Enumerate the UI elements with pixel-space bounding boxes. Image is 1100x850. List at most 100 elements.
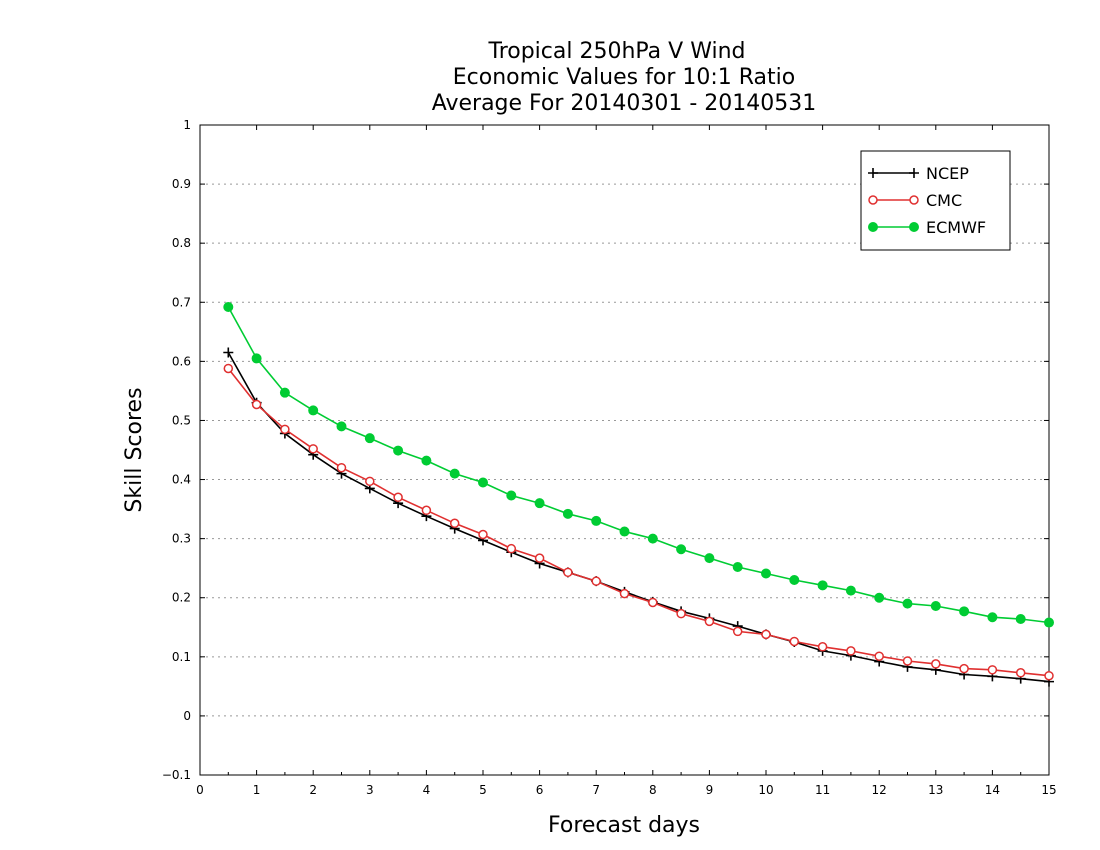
series-line [227, 306, 1050, 624]
data-point [308, 405, 319, 416]
data-point [789, 636, 800, 647]
title-line-3: Average For 20140301 - 20140531 [432, 91, 817, 116]
data-point [676, 544, 687, 555]
y-tick-label: 0.3 [172, 532, 191, 546]
data-point [364, 433, 375, 444]
data-point [478, 529, 488, 540]
data-point [761, 568, 771, 579]
data-point [648, 597, 658, 608]
legend-entry-cmc: CMC [868, 191, 962, 210]
y-axis-label: Skill Scores [122, 387, 147, 512]
data-point [959, 606, 970, 617]
series-layer [223, 302, 1054, 687]
data-point [817, 642, 828, 652]
data-point [817, 580, 828, 591]
data-point [704, 616, 715, 627]
data-point [280, 424, 290, 435]
title-line-1: Tropical 250hPa V Wind [487, 39, 745, 64]
data-point [534, 553, 545, 563]
legend-label: CMC [926, 191, 962, 210]
data-point [959, 663, 969, 674]
x-tick-label: 0 [196, 783, 204, 797]
data-point [562, 508, 573, 519]
data-point [591, 515, 602, 526]
data-point [909, 222, 919, 232]
data-point [365, 476, 375, 487]
x-tick-label: 14 [985, 783, 1000, 797]
x-tick-label: 5 [479, 783, 487, 797]
data-point [1044, 670, 1054, 681]
series-ecmwf [223, 302, 1054, 628]
y-tick-label: 0.1 [172, 650, 191, 664]
x-tick-label: 1 [253, 783, 261, 797]
data-point [902, 656, 913, 666]
x-tick-label: 10 [758, 783, 773, 797]
title-line-2: Economic Values for 10:1 Ratio [453, 65, 795, 90]
data-point [251, 353, 262, 364]
data-point [868, 222, 878, 232]
data-point [874, 651, 884, 661]
x-tick-label: 13 [928, 783, 943, 797]
data-point [223, 347, 234, 358]
legend-label: ECMWF [926, 218, 986, 237]
data-point [732, 626, 743, 637]
gridlines [200, 183, 1049, 717]
y-tick-label: 0.2 [172, 591, 191, 605]
legend-entry-ecmwf: ECMWF [868, 218, 986, 237]
data-point [336, 462, 347, 473]
y-tick-label: 0.7 [172, 295, 191, 309]
data-point [909, 168, 919, 178]
data-point [868, 168, 878, 178]
data-point [845, 585, 856, 596]
data-point [251, 399, 262, 410]
x-tick-label: 11 [815, 783, 830, 797]
data-point [563, 567, 573, 578]
data-point [591, 576, 601, 586]
y-tick-label: 0.6 [172, 354, 191, 368]
legend: NCEP CMC ECMWF [860, 150, 1011, 251]
x-axis-label: Forecast days [548, 813, 700, 838]
x-tick-label: 9 [706, 783, 714, 797]
data-point [619, 588, 630, 599]
series-cmc [223, 363, 1054, 681]
data-point [336, 421, 347, 432]
data-point [393, 492, 403, 503]
data-point [1015, 614, 1026, 624]
data-point [223, 302, 234, 312]
data-point [619, 526, 630, 537]
chart-title: Tropical 250hPa V Wind Economic Values f… [432, 39, 817, 116]
data-point [393, 445, 404, 456]
x-tick-label: 6 [536, 783, 544, 797]
x-tick-label: 2 [309, 783, 317, 797]
legend-label: NCEP [926, 164, 969, 183]
x-tick-label: 7 [592, 783, 600, 797]
x-tick-label: 8 [649, 783, 657, 797]
data-point [449, 468, 460, 479]
data-point [449, 518, 460, 529]
data-point [789, 575, 800, 585]
x-tick-label: 12 [872, 783, 887, 797]
data-point [506, 490, 517, 501]
data-point [704, 553, 715, 564]
data-point [868, 195, 878, 205]
data-point [902, 598, 913, 609]
data-point [909, 195, 919, 205]
y-tick-label: 0.5 [172, 413, 191, 427]
data-point [308, 444, 318, 454]
data-point [1015, 668, 1026, 678]
data-point [930, 601, 941, 611]
data-point [421, 455, 432, 466]
data-point [223, 363, 234, 374]
y-tick-label: −0.1 [162, 768, 191, 782]
data-point [506, 543, 517, 554]
x-tick-label: 15 [1041, 783, 1056, 797]
axis-ticks: −0.100.10.20.30.40.50.60.70.80.910 1 2 3 4 5 6… [162, 118, 1057, 797]
y-tick-label: 0.8 [172, 236, 191, 250]
data-point [987, 612, 998, 623]
data-point [931, 659, 941, 669]
series-ncep [223, 347, 1054, 687]
x-tick-label: 4 [423, 783, 431, 797]
y-tick-label: 0.9 [172, 177, 191, 191]
data-point [647, 533, 658, 544]
